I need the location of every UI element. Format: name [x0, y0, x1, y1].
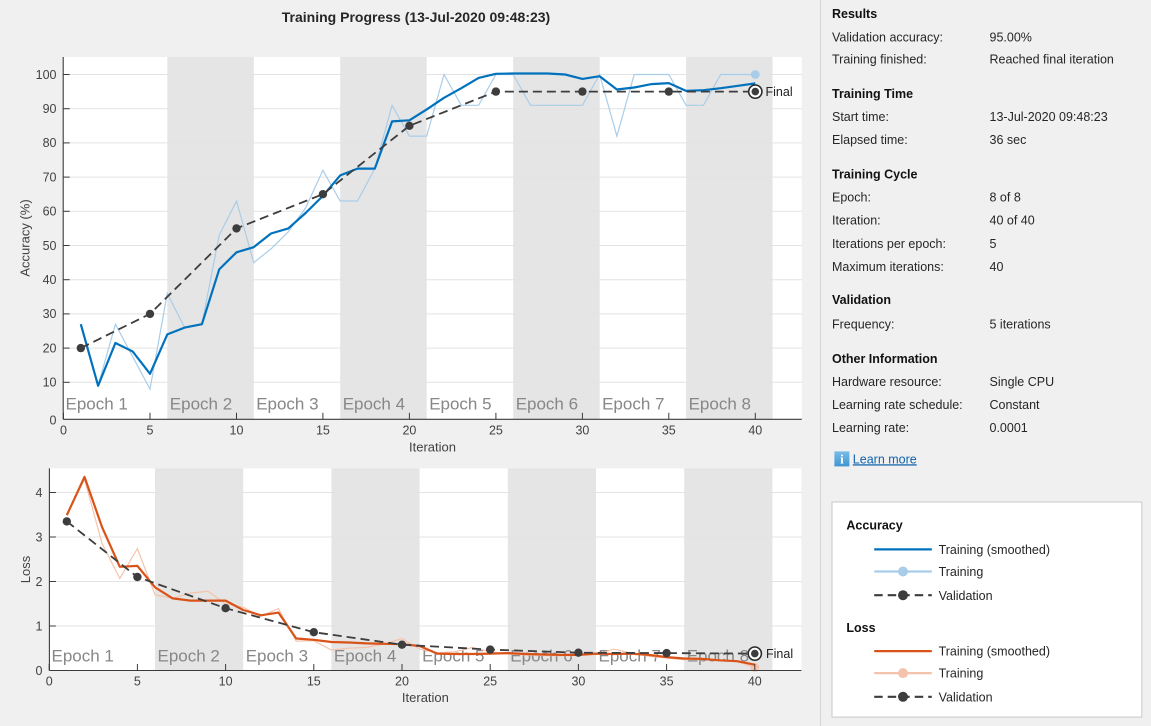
svg-text:30: 30	[575, 424, 589, 438]
svg-text:4: 4	[36, 486, 43, 500]
svg-text:0: 0	[36, 664, 43, 678]
svg-text:70: 70	[43, 170, 57, 184]
svg-text:50: 50	[43, 239, 57, 253]
svg-text:Epoch 6: Epoch 6	[516, 395, 578, 414]
svg-text:90: 90	[43, 102, 57, 116]
svg-text:3: 3	[36, 530, 43, 544]
svg-text:Loss: Loss	[846, 621, 875, 635]
svg-text:Single CPU: Single CPU	[990, 375, 1055, 389]
svg-text:36 sec: 36 sec	[990, 133, 1027, 147]
svg-text:Epoch 3: Epoch 3	[256, 395, 318, 414]
svg-text:10: 10	[43, 376, 57, 390]
svg-text:5: 5	[134, 675, 141, 689]
svg-text:0.0001: 0.0001	[990, 421, 1028, 435]
svg-text:Iteration:: Iteration:	[832, 214, 881, 228]
svg-text:Start time:: Start time:	[832, 110, 889, 124]
svg-text:Results: Results	[832, 7, 877, 21]
svg-text:35: 35	[660, 675, 674, 689]
svg-text:Maximum iterations:: Maximum iterations:	[832, 260, 944, 274]
svg-text:Epoch 3: Epoch 3	[246, 647, 308, 666]
svg-text:40: 40	[748, 424, 762, 438]
svg-text:Training finished:: Training finished:	[832, 52, 927, 66]
svg-text:Epoch:: Epoch:	[832, 191, 871, 205]
svg-text:0: 0	[60, 424, 67, 438]
svg-text:8 of 8: 8 of 8	[990, 191, 1021, 205]
svg-text:Epoch 2: Epoch 2	[158, 647, 220, 666]
svg-text:Training (smoothed): Training (smoothed)	[939, 543, 1050, 557]
svg-text:Validation: Validation	[939, 690, 993, 704]
svg-text:Epoch 5: Epoch 5	[429, 395, 491, 414]
svg-text:40: 40	[748, 675, 762, 689]
svg-text:Final: Final	[766, 647, 793, 661]
svg-text:Validation: Validation	[832, 293, 891, 307]
svg-text:Training: Training	[939, 565, 984, 579]
svg-text:Learn more: Learn more	[853, 452, 917, 466]
svg-text:Epoch 5: Epoch 5	[422, 647, 484, 666]
svg-text:Epoch 2: Epoch 2	[170, 395, 232, 414]
svg-text:100: 100	[36, 68, 57, 82]
svg-text:Accuracy (%): Accuracy (%)	[18, 199, 33, 276]
svg-text:Iteration: Iteration	[402, 690, 449, 705]
svg-text:10: 10	[219, 675, 233, 689]
svg-text:Validation: Validation	[939, 589, 993, 603]
svg-text:95.00%: 95.00%	[990, 31, 1032, 45]
svg-text:25: 25	[483, 675, 497, 689]
svg-text:Epoch 4: Epoch 4	[343, 395, 405, 414]
svg-text:30: 30	[43, 307, 57, 321]
svg-text:5: 5	[990, 237, 997, 251]
svg-text:Other Information: Other Information	[832, 352, 938, 366]
svg-text:20: 20	[402, 424, 416, 438]
svg-text:Hardware resource:: Hardware resource:	[832, 375, 942, 389]
svg-text:Loss: Loss	[18, 555, 33, 583]
svg-text:40 of 40: 40 of 40	[990, 214, 1035, 228]
svg-text:20: 20	[43, 341, 57, 355]
svg-text:Training: Training	[939, 667, 984, 681]
svg-text:25: 25	[489, 424, 503, 438]
svg-text:0: 0	[50, 413, 57, 427]
svg-text:Epoch 4: Epoch 4	[334, 647, 396, 666]
svg-text:Constant: Constant	[990, 398, 1041, 412]
svg-text:Reached final iteration: Reached final iteration	[990, 52, 1114, 66]
svg-text:Training (smoothed): Training (smoothed)	[939, 645, 1050, 659]
svg-text:i: i	[840, 451, 844, 466]
svg-text:13-Jul-2020 09:48:23: 13-Jul-2020 09:48:23	[990, 110, 1108, 124]
svg-text:0: 0	[46, 675, 53, 689]
svg-text:Epoch 1: Epoch 1	[52, 647, 114, 666]
svg-text:40: 40	[43, 273, 57, 287]
svg-text:35: 35	[662, 424, 676, 438]
svg-text:Frequency:: Frequency:	[832, 318, 895, 332]
svg-text:30: 30	[571, 675, 585, 689]
svg-text:Training Progress (13-Jul-2020: Training Progress (13-Jul-2020 09:48:23)	[282, 9, 550, 25]
svg-text:Learning rate:: Learning rate:	[832, 421, 909, 435]
svg-text:40: 40	[990, 260, 1004, 274]
svg-text:Epoch 1: Epoch 1	[66, 395, 128, 414]
svg-text:Final: Final	[766, 85, 793, 99]
svg-text:15: 15	[316, 424, 330, 438]
svg-text:1: 1	[36, 619, 43, 633]
svg-text:Training Cycle: Training Cycle	[832, 167, 917, 181]
svg-text:10: 10	[230, 424, 244, 438]
svg-text:Epoch 7: Epoch 7	[602, 395, 664, 414]
svg-text:5: 5	[147, 424, 154, 438]
svg-text:80: 80	[43, 136, 57, 150]
svg-text:Learning rate schedule:: Learning rate schedule:	[832, 398, 963, 412]
svg-text:5 iterations: 5 iterations	[990, 318, 1051, 332]
svg-text:60: 60	[43, 205, 57, 219]
svg-text:2: 2	[36, 575, 43, 589]
svg-text:15: 15	[307, 675, 321, 689]
svg-text:Accuracy: Accuracy	[846, 519, 902, 533]
svg-text:Elapsed time:: Elapsed time:	[832, 133, 908, 147]
svg-text:Training Time: Training Time	[832, 87, 913, 101]
svg-text:Validation accuracy:: Validation accuracy:	[832, 31, 943, 45]
svg-text:Epoch 8: Epoch 8	[689, 395, 751, 414]
svg-text:Iterations per epoch:: Iterations per epoch:	[832, 237, 946, 251]
svg-text:Epoch 7: Epoch 7	[599, 647, 661, 666]
svg-text:20: 20	[395, 675, 409, 689]
svg-text:Iteration: Iteration	[409, 440, 456, 455]
